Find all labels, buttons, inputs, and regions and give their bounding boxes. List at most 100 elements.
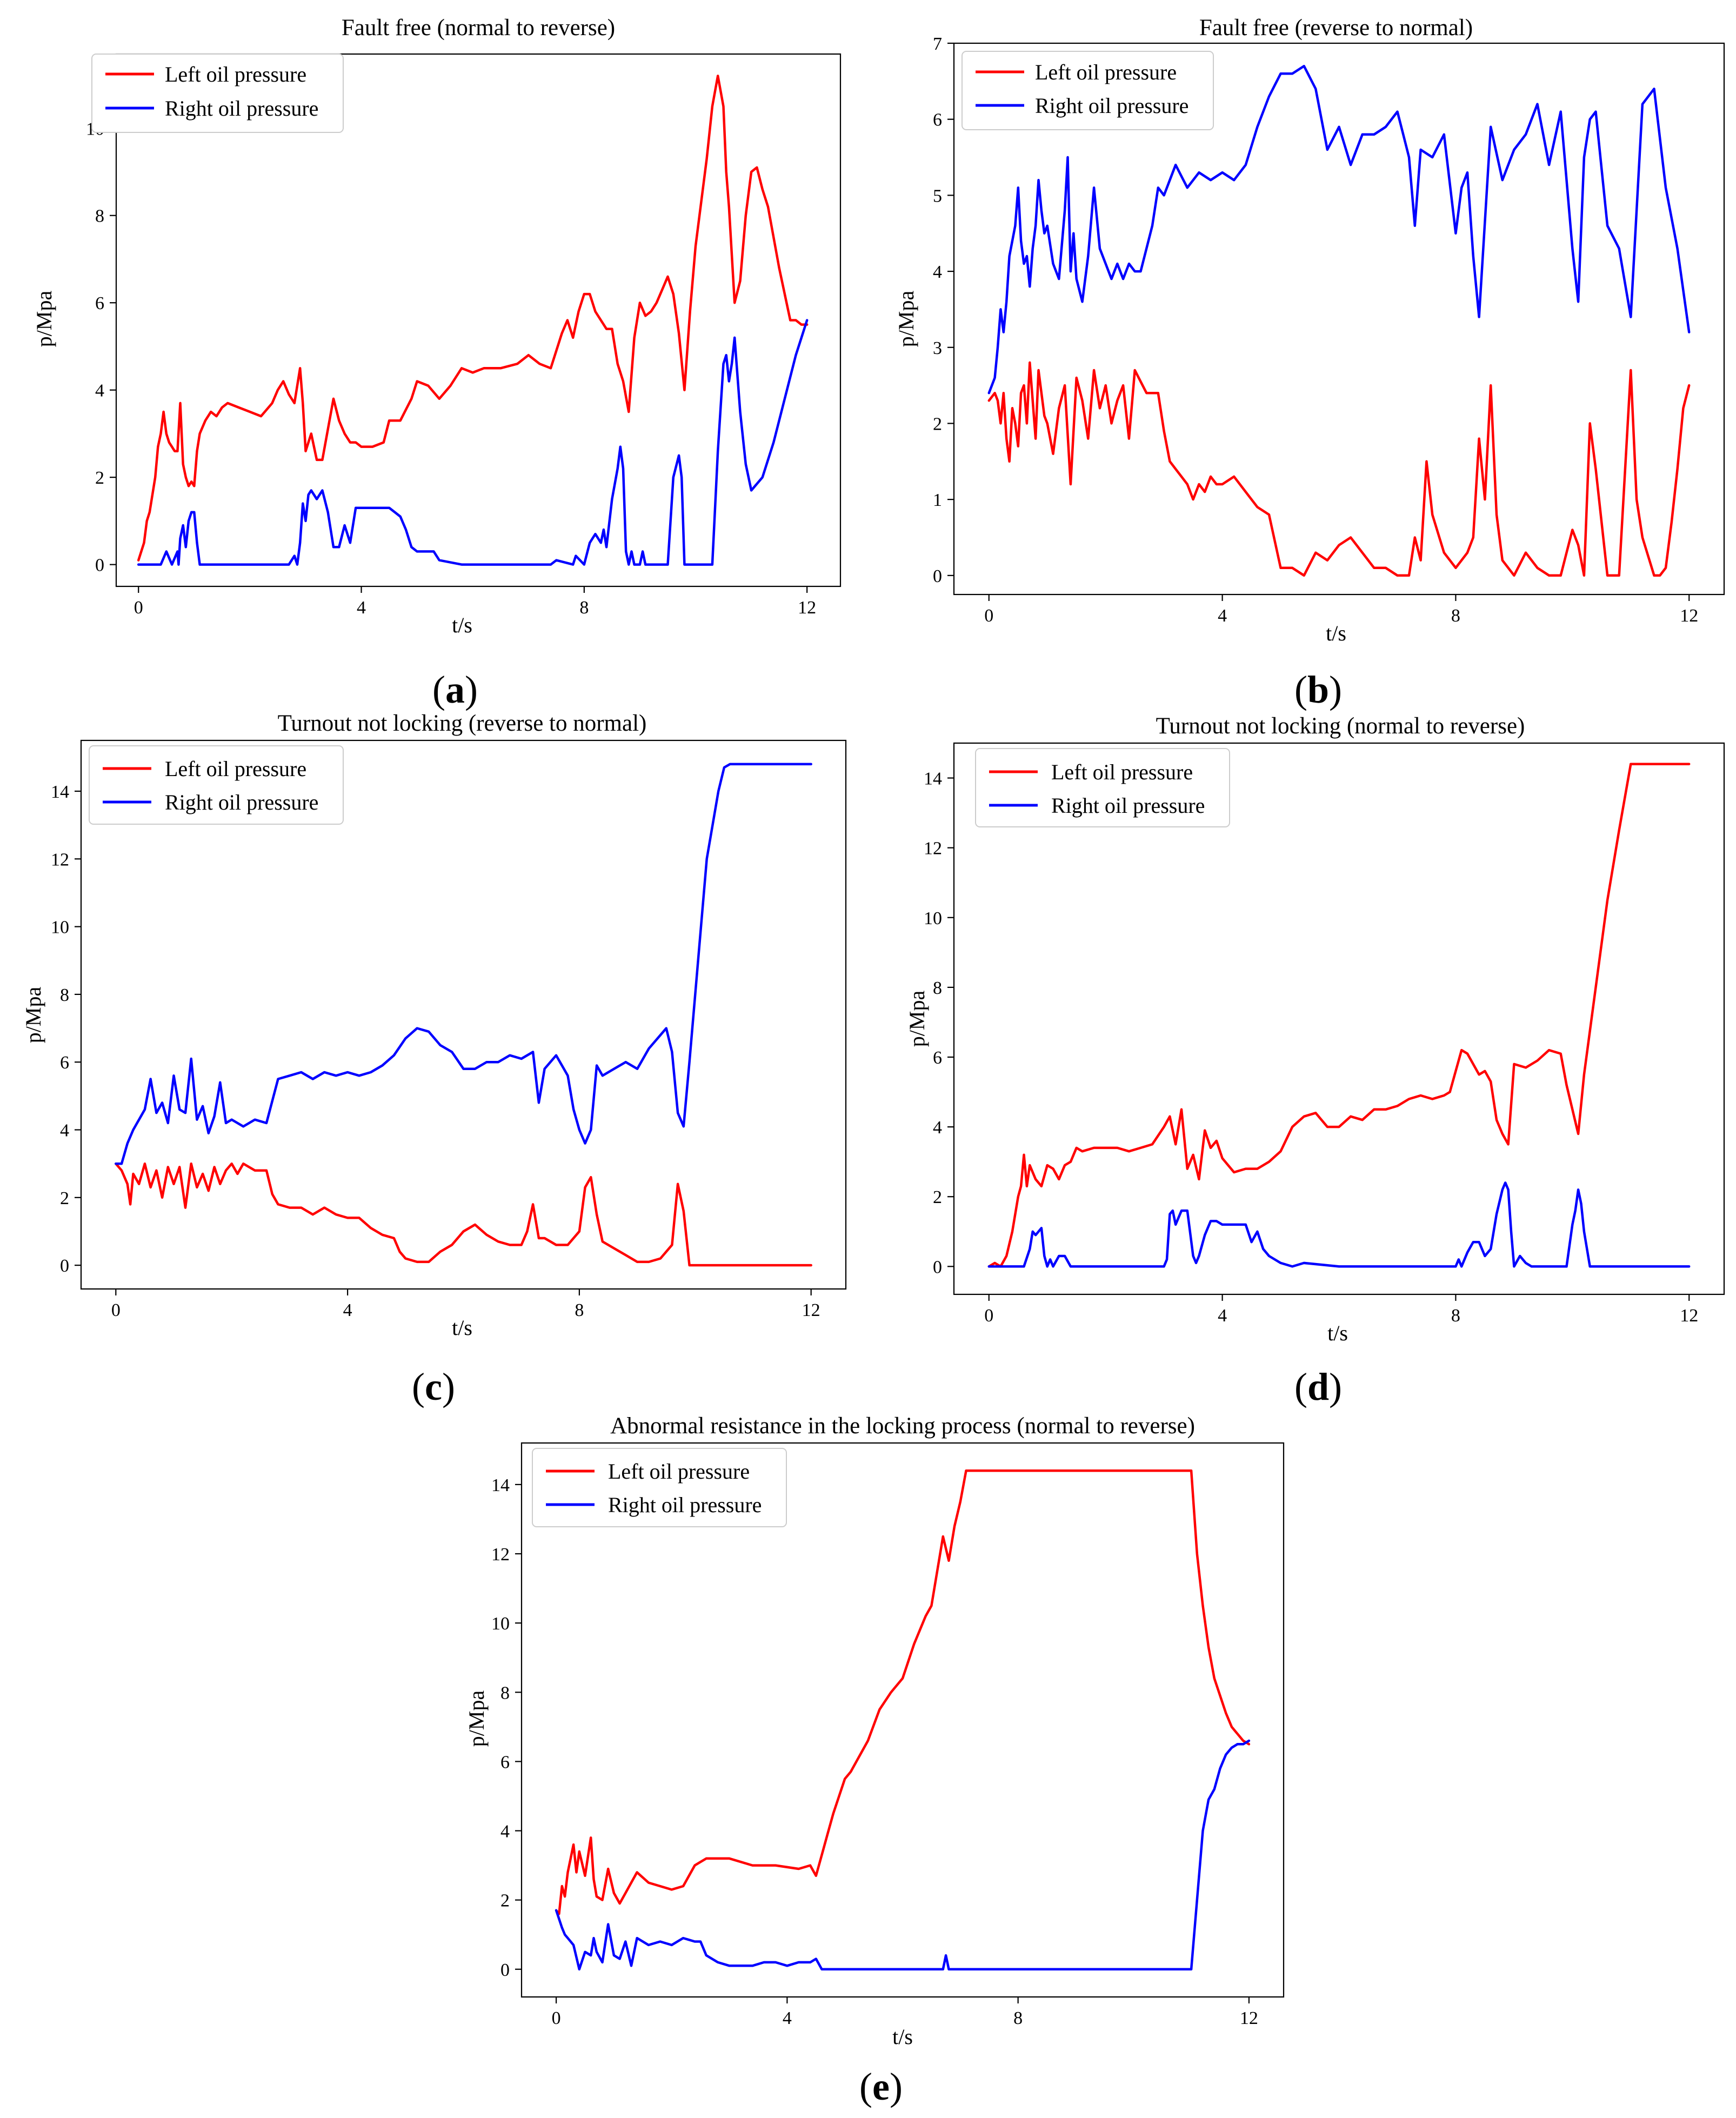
plot-area [987,64,1691,577]
y-tick-label: 14 [924,769,942,789]
y-tick-label: 6 [933,1048,942,1068]
x-tick-label: 12 [802,1300,820,1320]
y-axis-label: p/Mpa [464,1691,489,1747]
panel-label-b: (b) [1294,668,1342,711]
y-tick-label: 3 [933,338,942,358]
x-tick-label: 12 [1680,606,1698,626]
legend [975,748,1230,827]
y-tick-label: 14 [491,1475,510,1495]
x-ticks: 0 4 8 12 [984,594,1698,626]
x-tick-label: 8 [1451,1306,1460,1326]
y-tick-label: 4 [95,381,104,401]
legend [89,745,344,825]
x-tick-label: 12 [798,598,816,618]
series-line-right-oil-pressure [987,1181,1691,1268]
x-tick-label: 0 [984,606,993,626]
y-tick-label: 2 [933,414,942,434]
panel-c: Turnout not locking (reverse to normal) … [21,711,847,1408]
y-tick-label: 6 [95,293,104,313]
x-ticks: 0 4 8 12 [111,1289,820,1320]
legend-label-right: Right oil pressure [608,1493,762,1517]
y-axis-label: p/Mpa [894,291,918,348]
y-tick-label: 0 [933,566,942,586]
y-tick-label: 6 [500,1752,510,1772]
y-tick-label: 5 [933,186,942,206]
panel-b: Fault free (reverse to normal) 0 4 8 12 012… [894,15,1725,711]
x-tick-label: 12 [1680,1306,1698,1326]
chart-title: Turnout not locking (normal to reverse) [1156,713,1525,739]
legend-label-right: Right oil pressure [165,790,318,814]
y-tick-label: 2 [95,468,104,488]
plot-area [555,1469,1251,1971]
legend [532,1448,787,1527]
y-tick-label: 4 [500,1822,510,1842]
x-ticks: 0 4 8 12 [984,1294,1698,1326]
y-tick-label: 4 [933,262,942,282]
series-line-left-oil-pressure [137,75,809,562]
y-tick-label: 0 [933,1257,942,1277]
y-axis-label: p/Mpa [21,987,45,1044]
x-ticks: 0 4 8 12 [552,1997,1258,2028]
axes-frame [115,53,842,587]
y-tick-label: 12 [51,850,69,870]
x-tick-label: 0 [552,2008,561,2028]
x-tick-label: 8 [1451,606,1460,626]
axes-frame [520,1442,1285,1998]
x-axis-label: t/s [452,613,472,637]
series-line-right-oil-pressure [555,1739,1251,1971]
chart-title: Fault free (normal to reverse) [342,15,615,41]
y-tick-label: 0 [60,1256,69,1276]
legend-label-left: Left oil pressure [165,62,306,86]
y-tick-label: 12 [491,1545,510,1565]
chart-title: Fault free (reverse to normal) [1199,15,1473,41]
y-tick-label: 8 [60,985,69,1005]
y-tick-label: 8 [95,206,104,226]
x-tick-label: 8 [575,1300,584,1320]
series-line-left-oil-pressure [555,1469,1251,1915]
y-tick-label: 4 [933,1118,942,1138]
y-tick-label: 4 [60,1121,69,1141]
legend-label-left: Left oil pressure [1051,760,1193,784]
axes-frame [953,742,1725,1295]
y-tick-label: 10 [491,1614,510,1634]
series-line-left-oil-pressure [987,361,1691,577]
plot-area [115,763,812,1267]
y-ticks: 0 2 4 6 8 10 12 14 [924,769,954,1277]
y-tick-label: 0 [95,556,104,576]
y-axis-label: p/Mpa [905,991,929,1047]
y-tick-label: 1 [933,490,942,510]
series-line-right-oil-pressure [987,64,1691,395]
axes-frame [80,739,847,1290]
legend-label-left: Left oil pressure [608,1459,750,1484]
axes-frame [953,42,1725,596]
x-tick-label: 0 [134,598,143,618]
y-ticks: 0 2 4 6 8 10 12 14 [491,1475,522,1980]
legend-label-left: Left oil pressure [165,757,306,781]
chart-title: Abnormal resistance in the locking proce… [610,1413,1195,1439]
y-tick-label: 6 [60,1053,69,1073]
x-axis-label: t/s [452,1315,472,1340]
panel-label-e: (e) [859,2065,903,2108]
panel-a: Fault free (normal to reverse) 0 4 8 12 0 2 4… [32,15,842,711]
y-tick-label: 14 [51,782,69,802]
x-tick-label: 4 [783,2008,792,2028]
legend-label-right: Right oil pressure [165,96,318,121]
y-tick-label: 10 [51,918,69,938]
y-tick-label: 7 [933,34,942,54]
x-axis-label: t/s [892,2025,913,2049]
series-line-left-oil-pressure [987,763,1691,1268]
y-tick-label: 8 [933,978,942,998]
y-tick-label: 0 [500,1960,510,1980]
panel-label-d: (d) [1294,1365,1342,1408]
y-tick-label: 6 [933,110,942,130]
legend [962,51,1214,130]
x-tick-label: 8 [1013,2008,1023,2028]
x-ticks: 0 4 8 12 [134,586,816,618]
x-tick-label: 4 [343,1300,352,1320]
y-tick-label: 12 [924,839,942,859]
panel-d: Turnout not locking (normal to reverse) … [905,713,1725,1408]
series-line-right-oil-pressure [115,763,812,1165]
legend-label-right: Right oil pressure [1051,793,1205,818]
panel-label-a: (a) [432,668,478,711]
